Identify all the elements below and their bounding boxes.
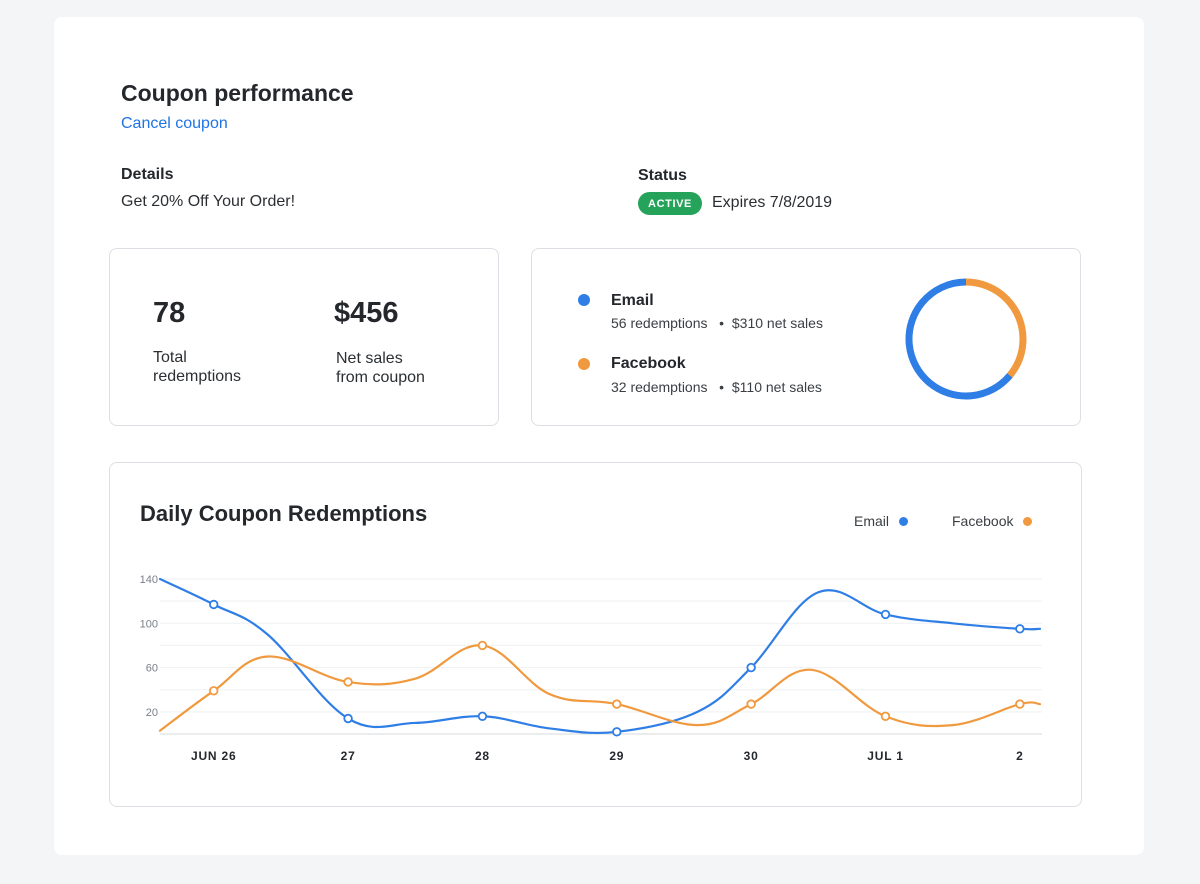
separator-dot: • [711,379,728,395]
series-line-facebook [158,644,1042,732]
x-tick-label: 29 [609,749,624,763]
donut-segment-facebook [905,278,1027,400]
data-point-email[interactable] [746,662,756,673]
data-point-facebook[interactable] [1015,699,1025,709]
data-point-email[interactable] [880,609,891,620]
data-point-facebook[interactable] [209,686,219,696]
x-tick-label: 30 [744,749,759,763]
x-tick-label: JUN 26 [191,749,237,763]
y-tick-label: 100 [140,618,158,630]
facebook-redemptions: 32 redemptions [611,379,708,395]
facebook-source-meta: 32 redemptions • $110 net sales [611,379,822,395]
legend-facebook-label: Facebook [952,513,1014,529]
total-redemptions-label-line2: redemptions [153,368,242,385]
x-tick-label: JUL 1 [867,749,903,763]
data-point-email[interactable] [1015,624,1025,634]
status-badge: ACTIVE [638,192,702,215]
details-label: Details [121,166,174,183]
expiry-date: Expires 7/8/2019 [712,194,833,211]
email-source-meta: 56 redemptions • $310 net sales [611,315,823,331]
legend-facebook: Facebook [952,513,1033,529]
data-point-email[interactable] [612,727,622,737]
legend-email-label: Email [854,513,890,529]
y-tick-label: 140 [140,574,158,586]
x-tick-label: 28 [475,749,490,763]
donut-chart [905,278,1027,400]
net-sales-label-line2: from coupon [336,369,425,386]
status-label: Status [638,167,687,184]
net-sales-label-line1: Net sales [336,350,403,367]
x-tick-label: 27 [341,749,356,763]
data-point-facebook[interactable] [343,677,353,687]
email-redemptions: 56 redemptions [611,315,708,331]
y-tick-label: 60 [146,663,158,675]
sources-panel: Email 56 redemptions • $310 net sales Fa… [531,248,1081,426]
email-dot-icon [578,294,590,306]
facebook-dot-icon [578,358,590,370]
legend-email-dot-icon [899,516,909,526]
data-point-facebook[interactable] [477,640,488,651]
y-tick-label: 20 [146,707,158,719]
data-point-facebook[interactable] [880,711,891,721]
legend-facebook-dot-icon [1023,516,1033,526]
facebook-net-sales: $110 net sales [731,379,822,395]
data-point-email[interactable] [209,599,219,610]
series-line-email [158,577,1042,734]
facebook-source-name: Facebook [611,355,686,372]
data-point-email[interactable] [477,711,488,721]
chart-panel [109,462,1082,807]
details-value: Get 20% Off Your Order! [121,193,296,210]
data-point-email[interactable] [343,713,353,724]
legend-email: Email [854,513,909,529]
stats-panel: 78 Total redemptions $456 Net sales from… [109,248,499,426]
page-title: Coupon performance [121,80,354,106]
net-sales-value: $456 [334,297,399,329]
email-net-sales: $310 net sales [731,315,823,331]
data-point-facebook[interactable] [612,699,622,709]
x-tick-label: 2 [1016,749,1023,763]
total-redemptions-value: 78 [153,297,186,329]
total-redemptions-label-line1: Total [153,349,187,366]
email-source-name: Email [611,292,654,309]
data-point-facebook[interactable] [746,699,756,709]
chart-title: Daily Coupon Redemptions [140,501,428,526]
separator-dot: • [711,315,728,331]
cancel-coupon-link[interactable]: Cancel coupon [121,115,228,132]
